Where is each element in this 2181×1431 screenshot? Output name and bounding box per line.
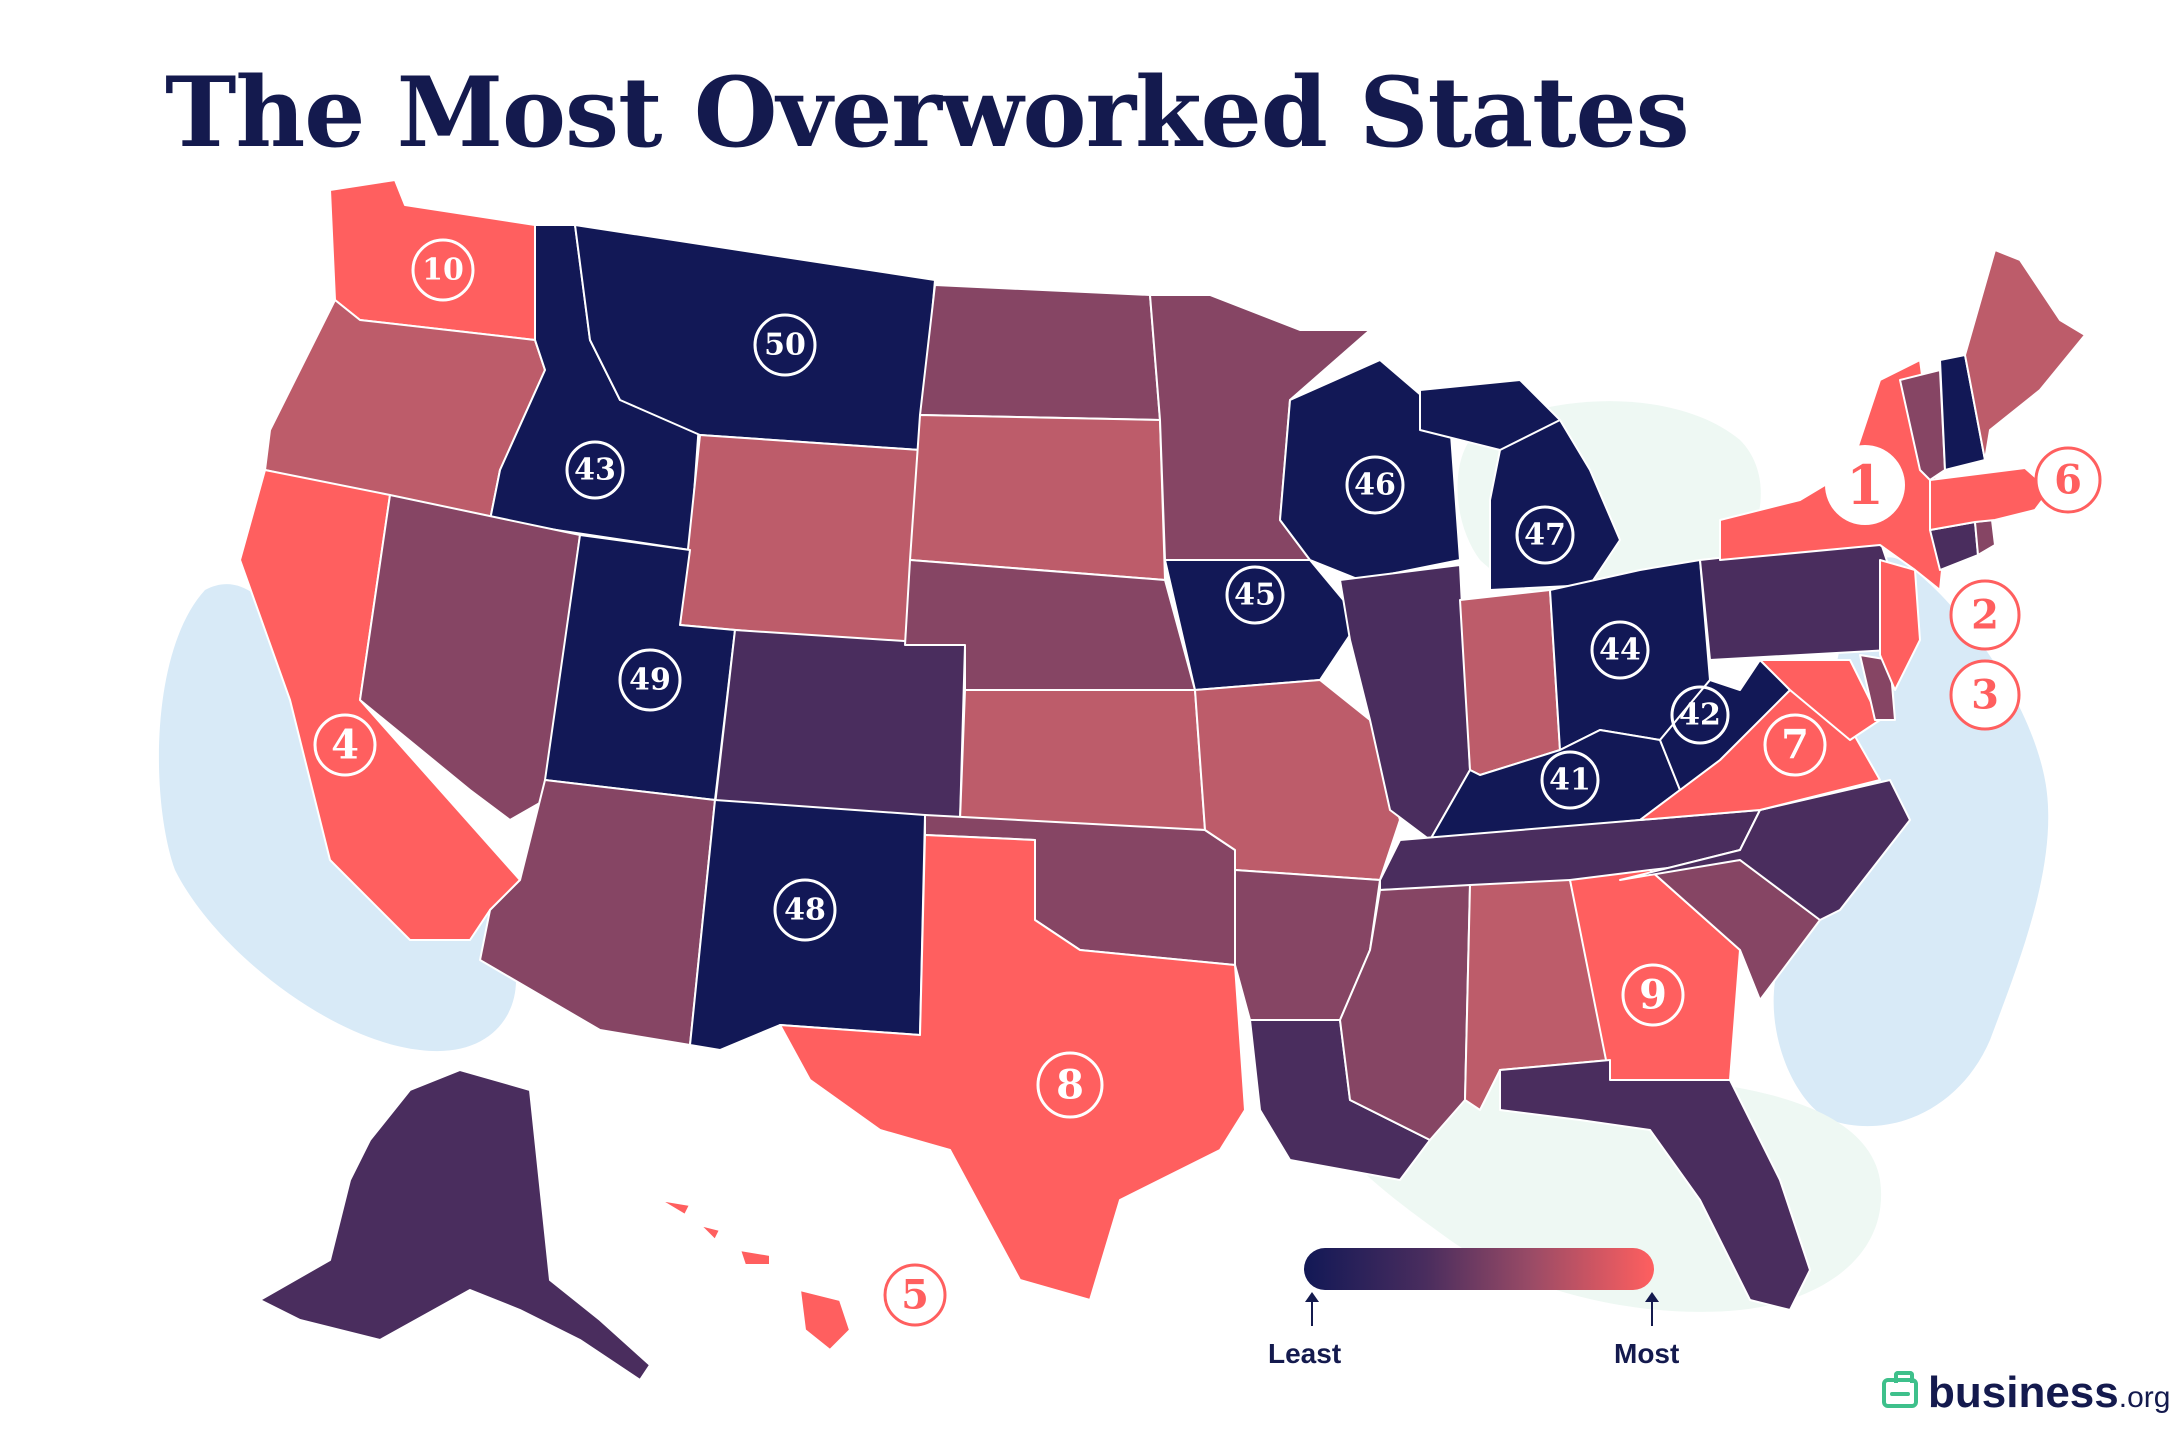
rank-label-7: 7 bbox=[1763, 713, 1827, 777]
rank-label-text: 4 bbox=[331, 722, 359, 769]
rank-label-9: 9 bbox=[1621, 963, 1685, 1027]
rank-label-text: 8 bbox=[1056, 1062, 1084, 1109]
rank-label-text: 47 bbox=[1524, 518, 1566, 553]
rank-label-circle bbox=[753, 313, 817, 377]
rank-label-text: 9 bbox=[1639, 972, 1667, 1019]
rank-label-circle bbox=[1225, 565, 1285, 625]
rank-label-circle bbox=[1670, 685, 1730, 745]
rank-label-41: 41 bbox=[1540, 750, 1600, 810]
state-nd bbox=[919, 284, 1161, 421]
rank-label-10: 10 bbox=[411, 238, 475, 302]
rank-label-circle bbox=[773, 878, 837, 942]
rank-label-3: 3 bbox=[1949, 659, 2021, 731]
rank-label-46: 46 bbox=[1345, 455, 1405, 515]
state-hi bbox=[659, 1199, 851, 1351]
rank-label-48: 48 bbox=[773, 878, 837, 942]
rank-label-text: 7 bbox=[1781, 722, 1809, 769]
rank-label-circle bbox=[1345, 455, 1405, 515]
rank-label-text: 5 bbox=[901, 1272, 929, 1319]
brand-name: business bbox=[1928, 1368, 2119, 1417]
rank-label-text: 10 bbox=[422, 253, 464, 288]
rank-label-8: 8 bbox=[1036, 1051, 1104, 1119]
page-title: The Most Overworked States bbox=[165, 56, 1690, 169]
rank-label-42: 42 bbox=[1670, 685, 1730, 745]
legend-gradient-bar bbox=[1304, 1248, 1654, 1290]
state-vt bbox=[1899, 369, 1946, 481]
state-tx bbox=[779, 834, 1246, 1301]
rank-label-5: 5 bbox=[883, 1263, 947, 1327]
state-nj bbox=[1879, 559, 1921, 691]
state-ga bbox=[1569, 869, 1741, 1081]
state-ri bbox=[1974, 519, 1996, 556]
rank-label-circle bbox=[618, 648, 682, 712]
rank-label-circle bbox=[1825, 445, 1905, 525]
rank-label-43: 43 bbox=[565, 440, 625, 500]
state-nc bbox=[1619, 779, 1911, 921]
legend-least-arrow-icon bbox=[1305, 1292, 1319, 1326]
rank-label-text: 44 bbox=[1599, 633, 1641, 668]
rank-label-text: 43 bbox=[574, 453, 616, 488]
state-wi bbox=[1279, 359, 1461, 581]
rank-label-circle bbox=[1036, 1051, 1104, 1119]
state-wy bbox=[679, 434, 921, 646]
state-ak bbox=[259, 1069, 651, 1381]
rank-label-circle bbox=[883, 1263, 947, 1327]
rank-label-text: 41 bbox=[1549, 763, 1591, 798]
rank-label-text: 42 bbox=[1679, 698, 1721, 733]
state-ma bbox=[1929, 467, 2051, 531]
state-ms bbox=[1339, 884, 1471, 1141]
rank-label-circle bbox=[313, 713, 377, 777]
rank-label-2: 2 bbox=[1949, 579, 2021, 651]
state-mi bbox=[1419, 379, 1621, 591]
legend-most-arrow-icon bbox=[1645, 1292, 1659, 1326]
rank-label-circle bbox=[1949, 579, 2021, 651]
state-ia bbox=[1164, 559, 1361, 691]
rank-label-circle bbox=[2034, 446, 2102, 514]
rank-label-circle bbox=[1540, 750, 1600, 810]
brand-tld: .org bbox=[2118, 1381, 2171, 1414]
rank-label-circle bbox=[1590, 620, 1650, 680]
state-ks bbox=[959, 689, 1206, 831]
rank-label-6: 6 bbox=[2034, 446, 2102, 514]
brand-logo: business .org bbox=[1882, 1368, 2170, 1418]
rank-label-text: 2 bbox=[1971, 592, 1999, 639]
legend-least-label: Least bbox=[1268, 1338, 1342, 1369]
rank-label-4: 4 bbox=[313, 713, 377, 777]
rank-label-44: 44 bbox=[1590, 620, 1650, 680]
rank-label-45: 45 bbox=[1225, 565, 1285, 625]
rank-label-text: 1 bbox=[1846, 453, 1884, 517]
state-me bbox=[1964, 249, 2086, 461]
legend-most-label: Most bbox=[1614, 1338, 1680, 1369]
rank-label-circle bbox=[411, 238, 475, 302]
rank-label-text: 49 bbox=[629, 663, 671, 698]
state-fl bbox=[1499, 1059, 1811, 1311]
rank-label-1: 1 bbox=[1825, 445, 1905, 525]
rank-label-text: 3 bbox=[1971, 672, 1999, 719]
rank-label-text: 46 bbox=[1354, 468, 1396, 503]
state-sd bbox=[909, 414, 1166, 581]
rank-label-50: 50 bbox=[753, 313, 817, 377]
rank-label-circle bbox=[1621, 963, 1685, 1027]
rank-label-text: 6 bbox=[2054, 457, 2082, 504]
state-co bbox=[714, 629, 966, 821]
rank-label-circle bbox=[565, 440, 625, 500]
rank-label-text: 48 bbox=[784, 893, 826, 928]
rank-label-text: 45 bbox=[1234, 578, 1276, 613]
rank-label-circle bbox=[1515, 505, 1575, 565]
state-in bbox=[1459, 589, 1561, 776]
state-az bbox=[479, 779, 716, 1046]
state-md bbox=[1719, 659, 1881, 741]
rank-label-47: 47 bbox=[1515, 505, 1575, 565]
rank-label-text: 50 bbox=[764, 328, 806, 363]
rank-label-circle bbox=[1949, 659, 2021, 731]
rank-label-49: 49 bbox=[618, 648, 682, 712]
rank-label-circle bbox=[1763, 713, 1827, 777]
briefcase-icon bbox=[1882, 1371, 1918, 1408]
